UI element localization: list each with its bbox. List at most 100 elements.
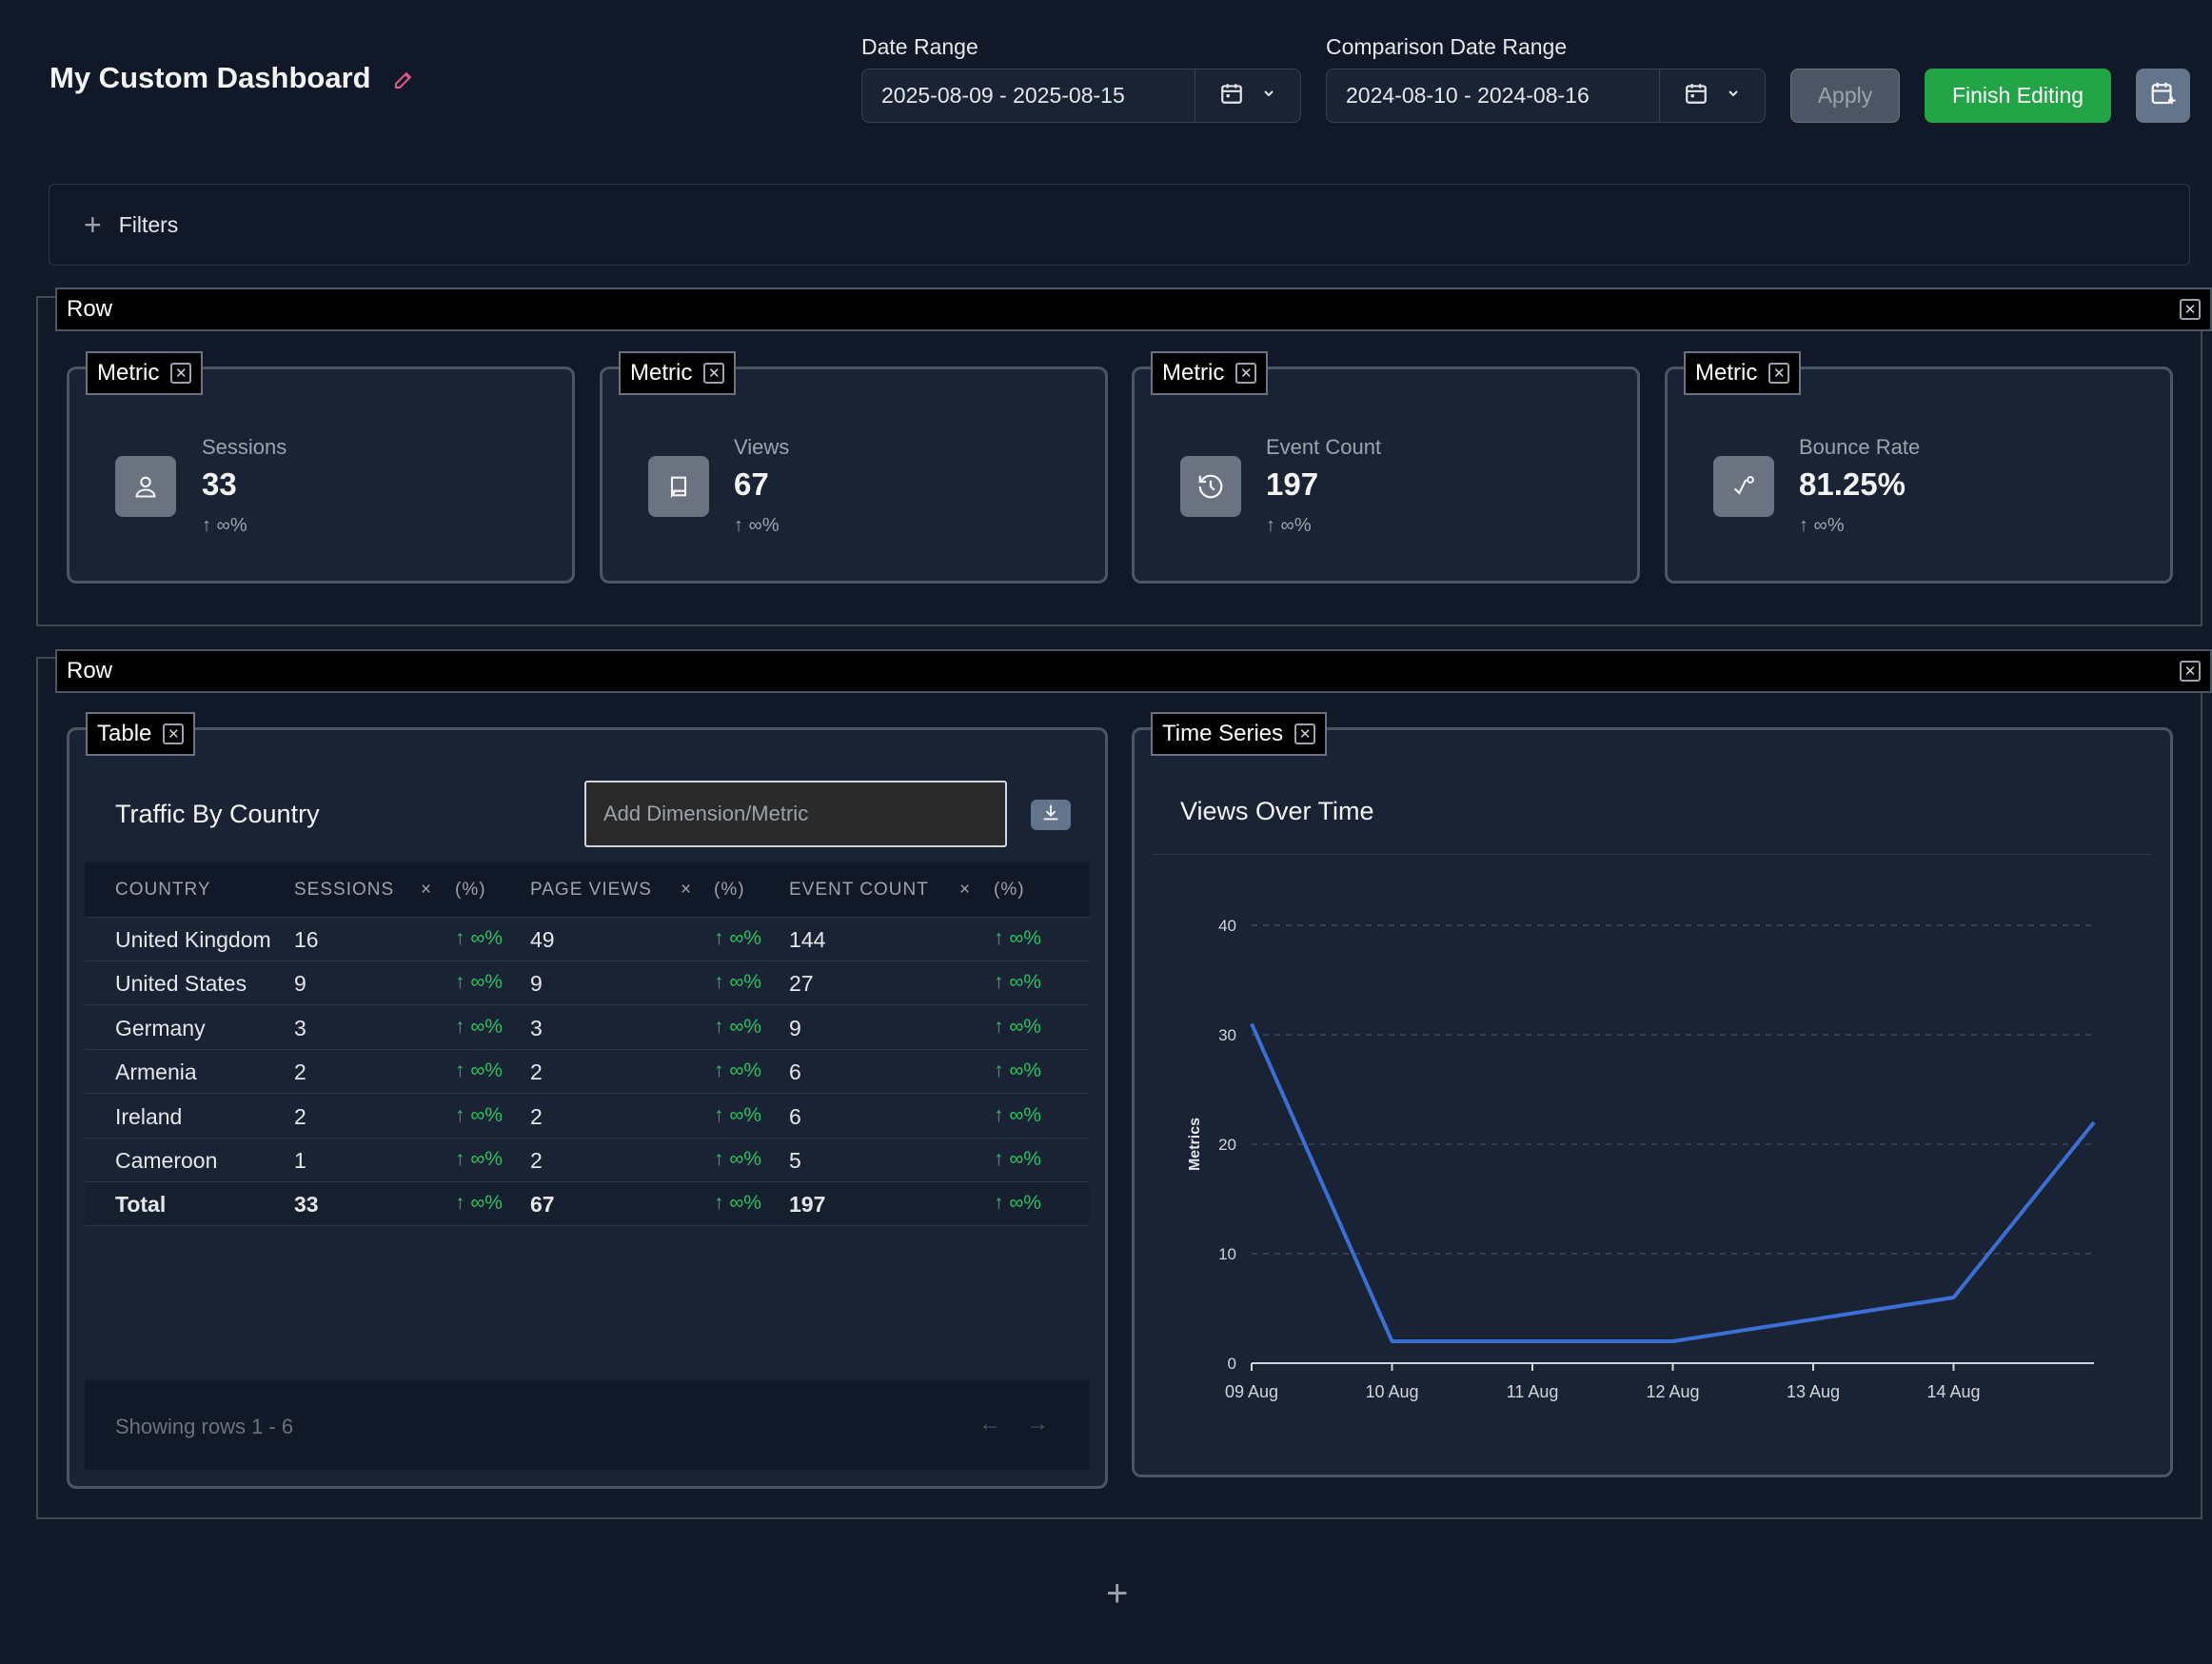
table-row <box>85 1050 1090 1095</box>
remove-column-icon[interactable]: × <box>421 880 432 900</box>
value-cell: 27 <box>789 971 814 997</box>
row-header: Row ✕ <box>55 287 2212 331</box>
value-cell: 144 <box>789 927 826 952</box>
metric-label: Sessions <box>202 435 287 459</box>
timeseries-tag: Time Series ✕ <box>1151 712 1328 756</box>
table-tag-label: Table <box>97 721 152 746</box>
value-cell: 9 <box>530 971 543 997</box>
value-cell: 2 <box>294 1060 306 1085</box>
download-button[interactable] <box>1031 800 1071 830</box>
x-tick-label: 11 Aug <box>1507 1382 1559 1401</box>
x-tick-label: 10 Aug <box>1365 1382 1418 1401</box>
close-icon[interactable]: ✕ <box>163 723 185 744</box>
change-cell: ↑ ∞% <box>455 1015 503 1038</box>
add-row-button[interactable]: + <box>1106 1573 1129 1614</box>
chart-title: Views Over Time <box>1180 797 1374 825</box>
value-cell: 197 <box>789 1192 826 1218</box>
metric-label: Bounce Rate <box>1799 435 1921 459</box>
x-tick-label: 14 Aug <box>1926 1382 1980 1401</box>
row-label: Row <box>67 658 113 683</box>
comparison-range-picker[interactable]: 2024-08-10 - 2024-08-16 <box>1326 69 1766 123</box>
date-range-picker[interactable]: 2025-08-09 - 2025-08-15 <box>861 69 1301 123</box>
metric-tag: Metric ✕ <box>1684 351 1802 395</box>
y-tick-label: 20 <box>1218 1136 1236 1154</box>
next-page-icon[interactable]: → <box>1026 1411 1049 1436</box>
column-header[interactable]: COUNTRY <box>115 880 211 900</box>
country-cell: United States <box>115 971 247 997</box>
country-cell: Cameroon <box>115 1148 218 1173</box>
close-icon[interactable]: ✕ <box>1235 363 1257 384</box>
change-cell: ↑ ∞% <box>455 1192 503 1215</box>
page-icon <box>648 456 709 517</box>
column-header[interactable]: (%) <box>714 880 745 900</box>
filters-bar[interactable]: + Filters <box>49 184 2190 266</box>
change-cell: ↑ ∞% <box>994 1148 1041 1170</box>
metric-label: Event Count <box>1266 435 1382 459</box>
filters-label[interactable]: Filters <box>118 211 179 237</box>
row-label: Row <box>67 296 113 322</box>
metric-tag: Metric ✕ <box>619 351 737 395</box>
value-cell: 2 <box>530 1148 543 1173</box>
column-header[interactable]: SESSIONS <box>294 880 395 900</box>
date-range-value[interactable]: 2025-08-09 - 2025-08-15 <box>862 69 1195 122</box>
plus-icon[interactable]: + <box>84 207 102 242</box>
x-tick-label: 12 Aug <box>1646 1382 1699 1401</box>
close-icon[interactable]: ✕ <box>2180 661 2201 682</box>
apply-button[interactable]: Apply <box>1790 69 1900 123</box>
value-cell: 16 <box>294 927 319 952</box>
value-cell: 2 <box>294 1103 306 1129</box>
value-cell: 5 <box>789 1148 801 1173</box>
line-chart: 0 10 20 30 40 09 Aug 10 Aug 11 Aug 12 Aug 13 Aug 1… <box>1187 917 2096 1401</box>
chevron-down-icon[interactable] <box>1261 86 1276 106</box>
add-calendar-button[interactable] <box>2136 69 2190 123</box>
prev-page-icon[interactable]: ← <box>978 1411 1001 1436</box>
remove-column-icon[interactable]: × <box>959 880 971 900</box>
history-icon <box>1180 456 1241 517</box>
close-icon[interactable]: ✕ <box>1768 363 1790 384</box>
column-header[interactable]: EVENT COUNT <box>789 880 929 900</box>
table-tag: Table ✕ <box>86 712 196 756</box>
finish-editing-button[interactable]: Finish Editing <box>1925 69 2111 123</box>
table-row <box>85 1095 1090 1139</box>
value-cell: 33 <box>294 1192 319 1218</box>
change-cell: ↑ ∞% <box>455 1060 503 1082</box>
value-cell: 3 <box>530 1015 543 1040</box>
change-cell: ↑ ∞% <box>714 1148 761 1170</box>
table-row <box>85 961 1090 1006</box>
remove-column-icon[interactable]: × <box>681 880 692 900</box>
table-row <box>85 918 1090 961</box>
close-icon[interactable]: ✕ <box>703 363 725 384</box>
change-cell: ↑ ∞% <box>994 927 1041 949</box>
change-cell: ↑ ∞% <box>455 971 503 994</box>
user-icon <box>115 456 176 517</box>
page-title: My Custom Dashboard <box>49 61 371 94</box>
close-icon[interactable]: ✕ <box>170 363 192 384</box>
value-cell: 2 <box>530 1060 543 1085</box>
close-icon[interactable]: ✕ <box>1294 723 1316 744</box>
country-cell: Ireland <box>115 1103 183 1129</box>
edit-title-icon[interactable] <box>392 69 415 91</box>
change-cell: ↑ ∞% <box>994 971 1041 994</box>
column-header[interactable]: PAGE VIEWS <box>530 880 652 900</box>
chevron-down-icon[interactable] <box>1726 86 1741 106</box>
metric-tag: Metric ✕ <box>1151 351 1269 395</box>
calendar-icon[interactable] <box>1219 81 1244 110</box>
divider <box>1152 854 2153 855</box>
y-tick-label: 0 <box>1228 1355 1236 1373</box>
value-cell: 6 <box>789 1060 801 1085</box>
metric-change: ↑ ∞% <box>1799 515 1845 536</box>
column-header[interactable]: (%) <box>994 880 1025 900</box>
comparison-range-label: Comparison Date Range <box>1326 34 1568 59</box>
change-cell: ↑ ∞% <box>714 1103 761 1126</box>
comparison-range-value[interactable]: 2024-08-10 - 2024-08-16 <box>1327 69 1660 122</box>
x-tick-label: 09 Aug <box>1225 1382 1278 1401</box>
value-cell: 3 <box>294 1015 306 1040</box>
y-tick-label: 40 <box>1218 917 1236 935</box>
metric-value: 197 <box>1266 466 1319 502</box>
close-icon[interactable]: ✕ <box>2180 299 2201 320</box>
metric-change: ↑ ∞% <box>1266 515 1312 536</box>
add-dimension-select[interactable]: Add Dimension/Metric <box>584 781 1007 847</box>
column-header[interactable]: (%) <box>455 880 486 900</box>
calendar-icon[interactable] <box>1684 81 1708 110</box>
metric-tag-label: Metric <box>1695 360 1758 386</box>
